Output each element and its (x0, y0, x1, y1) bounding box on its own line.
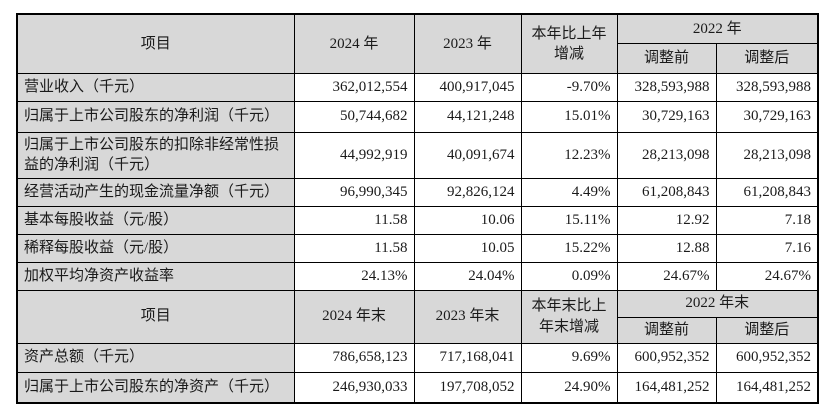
header-2024: 2024 年 (293, 13, 415, 74)
table-row-net-profit-excl-nonrecurring: 归属于上市公司股东的扣除非经常性损益的净利润（千元） 44,992,919 40… (16, 131, 819, 179)
value-cell-adj-after: 7.18 (715, 205, 819, 235)
header-2023: 2023 年 (413, 13, 522, 74)
value-cell-adj-before: 328,593,988 (616, 72, 717, 102)
value-cell-adj-before: 28,213,098 (616, 131, 717, 179)
header-eoy-change-line2: 年末增减 (538, 318, 599, 335)
value-cell-change: 12.23% (520, 131, 618, 179)
value-cell-2023: 197,708,052 (413, 371, 522, 404)
value-cell-change: 0.09% (520, 261, 618, 291)
value-cell-change: 15.01% (520, 100, 618, 133)
section1-header-row-2: 调整前 调整后 (17, 42, 819, 74)
value-cell-adj-before: 30,729,163 (616, 100, 717, 133)
value-cell-adj-after: 24.67% (715, 261, 819, 291)
row-label-cell: 经营活动产生的现金流量净额（千元） (16, 177, 295, 207)
header-yoy-change-line2: 增减 (553, 45, 584, 62)
table-row-operating-cash-flow: 经营活动产生的现金流量净额（千元） 96,990,345 92,826,124 … (16, 177, 819, 207)
value-cell-adj-before: 12.92 (616, 205, 717, 235)
header-adj-after: 调整后 (715, 42, 819, 74)
value-cell-adj-before: 61,208,843 (616, 177, 717, 207)
value-cell-2024: 11.58 (293, 233, 415, 263)
value-cell-2024: 11.58 (293, 205, 415, 235)
value-cell-adj-after: 61,208,843 (715, 177, 819, 207)
financial-summary-table: 项目 2024 年 2023 年 本年比上年 增减 2022 年 调整前 调整后… (16, 13, 820, 404)
value-cell-adj-after: 164,481,252 (715, 371, 819, 404)
header-2023-eoy: 2023 年末 (413, 289, 522, 344)
value-cell-2023: 40,091,674 (413, 131, 522, 179)
value-cell-adj-after: 600,952,352 (715, 342, 819, 373)
table-row-weighted-avg-roe: 加权平均净资产收益率 24.13% 24.04% 0.09% 24.67% 24… (16, 261, 819, 291)
table-row-net-profit: 归属于上市公司股东的净利润（千元） 50,744,682 44,121,248 … (16, 100, 819, 133)
header-item-eoy: 项目 (16, 289, 295, 344)
row-label-cell: 营业收入（千元） (16, 72, 295, 102)
value-cell-change: 15.22% (520, 233, 618, 263)
value-cell-adj-after: 7.16 (715, 233, 819, 263)
value-cell-adj-after: 328,593,988 (715, 72, 819, 102)
value-cell-2024: 786,658,123 (293, 342, 415, 373)
value-cell-change: 24.90% (520, 371, 618, 404)
header-eoy-adj-before: 调整前 (616, 316, 717, 344)
value-cell-2024: 44,992,919 (293, 131, 415, 179)
row-label-cell: 加权平均净资产收益率 (16, 261, 295, 291)
header-item: 项目 (16, 13, 295, 74)
value-cell-adj-after: 28,213,098 (715, 131, 819, 179)
value-cell-2023: 717,168,041 (413, 342, 522, 373)
row-label-cell: 稀释每股收益（元/股） (16, 233, 295, 263)
value-cell-adj-before: 164,481,252 (616, 371, 717, 404)
value-cell-change: -9.70% (520, 72, 618, 102)
value-cell-adj-before: 12.88 (616, 233, 717, 263)
value-cell-2023: 24.04% (413, 261, 522, 291)
table-row-total-assets: 资产总额（千元） 786,658,123 717,168,041 9.69% 6… (16, 342, 819, 373)
value-cell-change: 15.11% (520, 205, 618, 235)
header-eoy-adj-after: 调整后 (715, 316, 819, 344)
row-label-cell: 归属于上市公司股东的净利润（千元） (16, 100, 295, 133)
header-yoy-change-line1: 本年比上年 (531, 25, 607, 42)
value-cell-2024: 362,012,554 (293, 72, 415, 102)
section2-header-row-1: 项目 2024 年末 2023 年末 本年末比上 年末增减 2022 年末 (16, 289, 819, 344)
value-cell-adj-before: 24.67% (616, 261, 717, 291)
header-yoy-change: 本年比上年 增减 (520, 13, 618, 74)
table-row-diluted-eps: 稀释每股收益（元/股） 11.58 10.05 15.22% 12.88 7.1… (16, 233, 819, 263)
value-cell-2023: 92,826,124 (413, 177, 522, 207)
table-row-revenue: 营业收入（千元） 362,012,554 400,917,045 -9.70% … (16, 72, 819, 102)
header-eoy-change: 本年末比上 年末增减 (520, 289, 618, 344)
value-cell-change: 9.69% (520, 342, 618, 373)
header-2024-eoy: 2024 年末 (293, 289, 415, 344)
section1-header-row-1: 项目 2024 年 2023 年 本年比上年 增减 2022 年 (16, 13, 819, 74)
value-cell-2024: 96,990,345 (293, 177, 415, 207)
row-label-cell: 归属于上市公司股东的扣除非经常性损益的净利润（千元） (16, 131, 295, 179)
value-cell-change: 4.49% (520, 177, 618, 207)
header-adj-before: 调整前 (616, 42, 717, 74)
table-row-net-assets: 归属于上市公司股东的净资产（千元） 246,930,033 197,708,05… (16, 371, 819, 404)
value-cell-2024: 50,744,682 (293, 100, 415, 133)
value-cell-adj-before: 600,952,352 (616, 342, 717, 373)
row-label-cell: 资产总额（千元） (16, 342, 295, 373)
value-cell-2023: 10.06 (413, 205, 522, 235)
row-label-cell: 归属于上市公司股东的净资产（千元） (16, 371, 295, 404)
value-cell-2023: 400,917,045 (413, 72, 522, 102)
header-2022-eoy: 2022 年末 (616, 289, 819, 318)
row-label-cell: 基本每股收益（元/股） (16, 205, 295, 235)
value-cell-2023: 10.05 (413, 233, 522, 263)
value-cell-2024: 24.13% (293, 261, 415, 291)
header-2022: 2022 年 (616, 13, 819, 44)
header-eoy-change-line1: 本年末比上 (531, 298, 607, 315)
value-cell-2024: 246,930,033 (293, 371, 415, 404)
value-cell-2023: 44,121,248 (413, 100, 522, 133)
table-row-basic-eps: 基本每股收益（元/股） 11.58 10.06 15.11% 12.92 7.1… (16, 205, 819, 235)
value-cell-adj-after: 30,729,163 (715, 100, 819, 133)
